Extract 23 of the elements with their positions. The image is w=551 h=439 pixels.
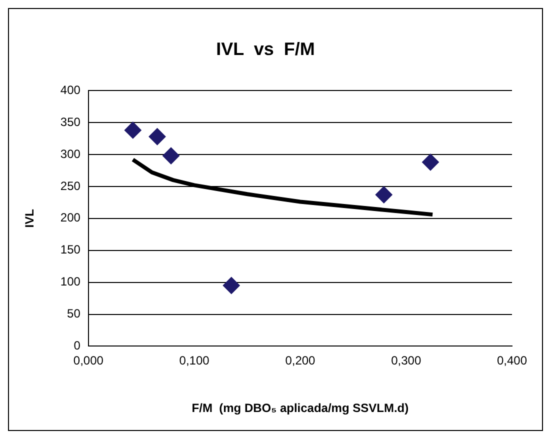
y-tick-label: 400 [60,82,81,97]
point [124,122,142,139]
point [162,147,180,164]
point [422,154,439,171]
y-tick-label: 250 [60,178,81,193]
point [148,128,166,146]
y-axis-title: IVL [22,209,37,228]
y-tick-label: 200 [60,210,81,225]
y-tick-label: 100 [60,274,81,289]
y-tick-label: 0 [74,338,81,353]
point [375,186,392,204]
y-tick-label: 50 [67,306,81,321]
y-tick-label: 300 [60,146,81,161]
x-tick-label: 0,100 [179,354,210,368]
x-tick-label: 0,200 [285,354,316,368]
y-tick-label: 150 [60,242,81,257]
x-tick-label: 0,000 [73,354,104,368]
y-tick-label: 350 [60,114,81,129]
x-tick-label: 0,300 [391,354,422,368]
chart-title: IVL vs F/M [216,38,315,59]
x-axis-title: F/M (mg DBO₅ aplicada/mg SSVLM.d) [192,401,409,416]
point [222,276,240,294]
x-tick-label: 0,400 [496,354,528,368]
